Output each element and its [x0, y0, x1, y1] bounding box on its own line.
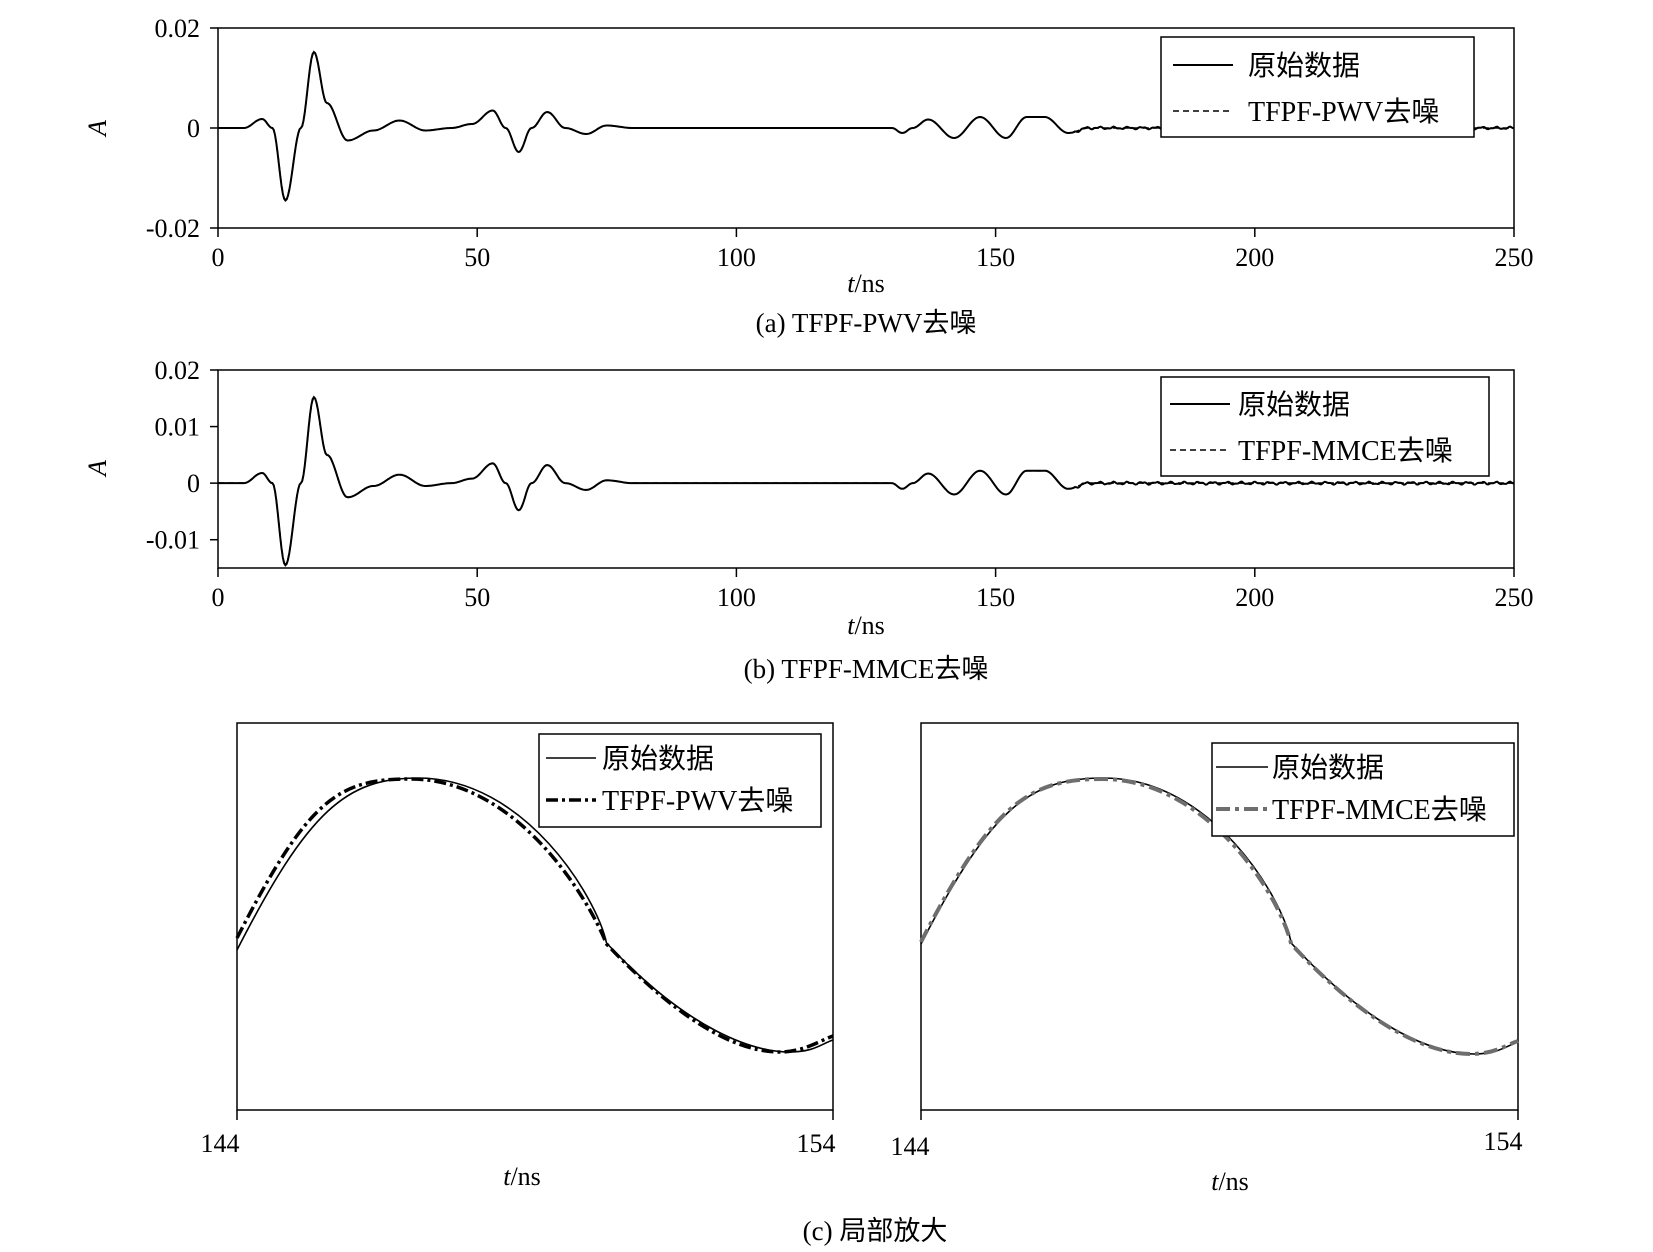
- chart-c2-legend-label-denoised: TFPF-MMCE去噪: [1272, 794, 1487, 826]
- caption-c: (c) 局部放大: [803, 1216, 948, 1246]
- chart-b-plot-frame: [217, 369, 1515, 569]
- chart-b-y-tick-label--0.01: -0.01: [146, 526, 200, 555]
- chart-c2: 144 154 t/ns 原始数据 TFPF-MMCE去噪: [891, 722, 1523, 1196]
- chart-c2-xlabel: t/ns: [1211, 1167, 1249, 1196]
- chart-c1-legend-label-original: 原始数据: [602, 743, 714, 775]
- chart-c2-x-tick-label-144: 144: [891, 1132, 930, 1161]
- chart-b-x-tick-label-50: 50: [464, 583, 490, 612]
- chart-a-x-tick-label-200: 200: [1235, 243, 1274, 272]
- chart-c2-x-tick-label-154: 154: [1484, 1127, 1523, 1156]
- chart-b-legend-label-original: 原始数据: [1238, 389, 1350, 421]
- chart-b-x-tick-label-250: 250: [1495, 583, 1534, 612]
- chart-c2-legend-box: [1211, 742, 1515, 837]
- chart-c1-xlabel: t/ns: [503, 1162, 541, 1191]
- chart-b-legend: 原始数据 TFPF-MMCE去噪: [1160, 376, 1490, 477]
- chart-a-y-tick-label--0.02: -0.02: [146, 214, 200, 243]
- chart-b-legend-label-denoised: TFPF-MMCE去噪: [1238, 435, 1453, 467]
- chart-c1: 144 154 t/ns 原始数据 TFPF-PWV去噪: [201, 722, 836, 1191]
- chart-a-x-tick-label-250: 250: [1495, 243, 1534, 272]
- chart-b-x-tick-label-100: 100: [717, 583, 756, 612]
- chart-c2-legend-label-original: 原始数据: [1272, 752, 1384, 784]
- chart-b-x-tick-label-0: 0: [212, 583, 225, 612]
- chart-a-x-tick-label-0: 0: [212, 243, 225, 272]
- chart-a-y-ticks: 0.02 0 -0.02: [146, 14, 218, 243]
- chart-b-ylabel: A: [83, 460, 112, 478]
- chart-a-x-ticks: 0 50 100 150 200 250: [212, 228, 1534, 272]
- chart-a-legend-label-denoised: TFPF-PWV去噪: [1248, 96, 1439, 128]
- chart-a-y-tick-label-0.02: 0.02: [155, 14, 201, 43]
- chart-a-xlabel: t/ns: [847, 269, 885, 298]
- chart-b-x-tick-label-200: 200: [1235, 583, 1274, 612]
- chart-a-x-tick-label-100: 100: [717, 243, 756, 272]
- chart-b-caption: (b) TFPF-MMCE去噪: [744, 654, 989, 684]
- chart-b-series-denoised: [218, 396, 1514, 566]
- chart-b: 0 50 100 150 200 250 0.02 0.01 0 -0.01 A t/ns (b…: [83, 356, 1534, 684]
- chart-a-caption: (a) TFPF-PWV去噪: [756, 308, 977, 338]
- chart-a-x-tick-label-150: 150: [976, 243, 1015, 272]
- chart-b-y-tick-label-0.01: 0.01: [155, 413, 201, 442]
- chart-a-y-tick-label-0: 0: [187, 114, 200, 143]
- chart-c2-series-denoised: [919, 776, 1519, 1057]
- chart-c1-legend: 原始数据 TFPF-PWV去噪: [538, 733, 822, 828]
- chart-c2-legend: 原始数据 TFPF-MMCE去噪: [1211, 742, 1515, 837]
- chart-b-legend-box: [1160, 376, 1490, 477]
- chart-b-x-tick-label-150: 150: [976, 583, 1015, 612]
- chart-a-legend-box: [1160, 36, 1475, 138]
- chart-a-ylabel: A: [83, 120, 112, 138]
- chart-c1-x-tick-label-154: 154: [797, 1129, 836, 1158]
- chart-a-legend-label-original: 原始数据: [1248, 50, 1360, 82]
- chart-c1-series-original: [236, 777, 834, 1053]
- chart-c2-plot-frame: [920, 722, 1519, 1111]
- chart-a-legend: 原始数据 TFPF-PWV去噪: [1160, 36, 1475, 138]
- chart-c1-legend-label-denoised: TFPF-PWV去噪: [602, 785, 793, 817]
- chart-c1-plot-frame: [236, 722, 834, 1111]
- chart-a: 0 50 100 150 200 250 0.02 0 -0.02 A t/ns (a) TF…: [83, 14, 1534, 338]
- chart-b-xlabel: t/ns: [847, 611, 885, 640]
- chart-c1-legend-box: [538, 733, 822, 828]
- chart-b-y-ticks: 0.02 0.01 0 -0.01: [146, 356, 218, 555]
- chart-b-x-ticks: 0 50 100 150 200 250: [212, 568, 1534, 612]
- chart-a-x-tick-label-50: 50: [464, 243, 490, 272]
- chart-c1-x-tick-label-144: 144: [201, 1129, 240, 1158]
- chart-b-y-tick-label-0.02: 0.02: [155, 356, 201, 385]
- chart-b-y-tick-label-0: 0: [187, 469, 200, 498]
